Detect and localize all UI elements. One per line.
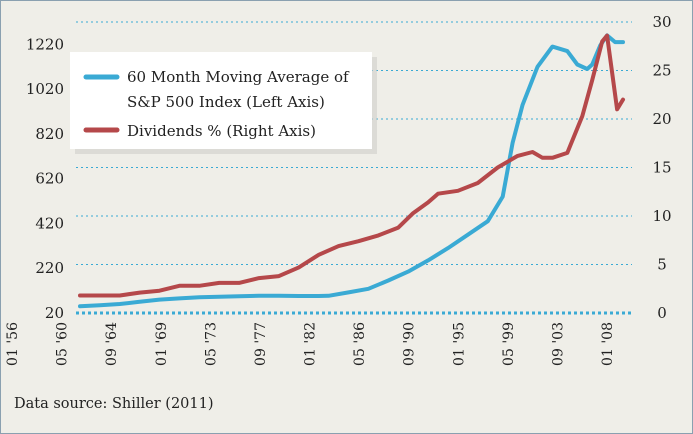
left-tick-label: 820 (35, 125, 64, 143)
legend: 60 Month Moving Average of S&P 500 Index… (70, 52, 377, 154)
x-tick-label: 05 '99 (501, 322, 517, 366)
left-tick-label: 420 (35, 214, 64, 232)
x-tick-label: 01 '82 (303, 322, 319, 366)
left-tick-label: 220 (35, 259, 64, 277)
legend-label-ma-line1: 60 Month Moving Average of (127, 68, 350, 86)
x-tick-label: 01 '69 (154, 322, 170, 366)
right-tick-label: 5 (657, 256, 667, 274)
x-tick-label: 09 '64 (104, 322, 120, 366)
left-tick-label: 1020 (26, 80, 64, 98)
legend-label-ma-line2: S&P 500 Index (Left Axis) (127, 93, 325, 111)
series-line-dividends (78, 33, 625, 298)
x-axis-ticks: 01 '56 05 '60 09 '64 01 '69 05 '73 09 '77 01 '… (5, 322, 616, 366)
x-tick-label: 05 '86 (352, 322, 368, 366)
series-line-moving-average (78, 33, 625, 309)
x-tick-label: 09 '77 (253, 322, 269, 366)
x-tick-label: 01 '56 (5, 322, 21, 366)
x-tick-label: 09 '90 (402, 322, 418, 366)
right-tick-label: 10 (652, 207, 671, 225)
x-tick-label: 01 '08 (600, 322, 616, 366)
right-tick-label: 30 (652, 13, 671, 31)
x-tick-label: 01 '95 (451, 322, 467, 366)
x-tick-label: 09 '03 (550, 322, 566, 366)
left-tick-label: 1220 (26, 35, 64, 53)
legend-label-dividends: Dividends % (Right Axis) (127, 122, 316, 140)
source-note: Data source: Shiller (2011) (14, 396, 214, 412)
series-lines (78, 33, 625, 309)
left-tick-label: 20 (45, 304, 64, 322)
right-axis-ticks: 0 5 10 15 20 25 30 (652, 13, 671, 322)
left-axis-ticks: 20 220 420 620 820 1020 1220 (26, 35, 64, 322)
right-tick-label: 0 (657, 304, 667, 322)
right-tick-label: 20 (652, 110, 671, 128)
legend-box (70, 52, 372, 149)
gridlines (76, 21, 632, 315)
x-tick-label: 05 '73 (203, 322, 219, 366)
right-tick-label: 25 (652, 62, 671, 80)
right-tick-label: 15 (652, 159, 671, 177)
left-tick-label: 620 (35, 170, 64, 188)
x-tick-label: 05 '60 (55, 322, 71, 366)
